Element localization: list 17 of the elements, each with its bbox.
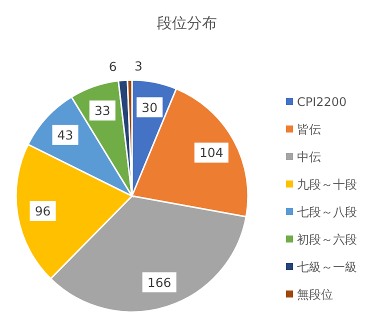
data-label: 6: [108, 58, 117, 74]
data-label: 3: [134, 58, 142, 74]
legend-label: 九段～十段: [297, 178, 357, 192]
legend-label: 無段位: [297, 288, 333, 302]
legend-label: CPI2200: [297, 95, 347, 109]
legend-label: 初段～六段: [297, 232, 357, 246]
data-label: 43: [57, 127, 74, 142]
data-label: 104: [199, 145, 224, 160]
data-label: 166: [147, 274, 172, 290]
data-label: 30: [142, 100, 158, 115]
legend-label: 七段～八段: [297, 205, 357, 219]
legend-label: 皆伝: [297, 122, 321, 136]
data-label: 33: [94, 102, 110, 118]
chart-title: 段位分布: [157, 14, 217, 32]
legend-label: 中伝: [297, 150, 321, 164]
data-label: 96: [34, 204, 51, 218]
legend-label: 七級～一級: [297, 260, 357, 274]
